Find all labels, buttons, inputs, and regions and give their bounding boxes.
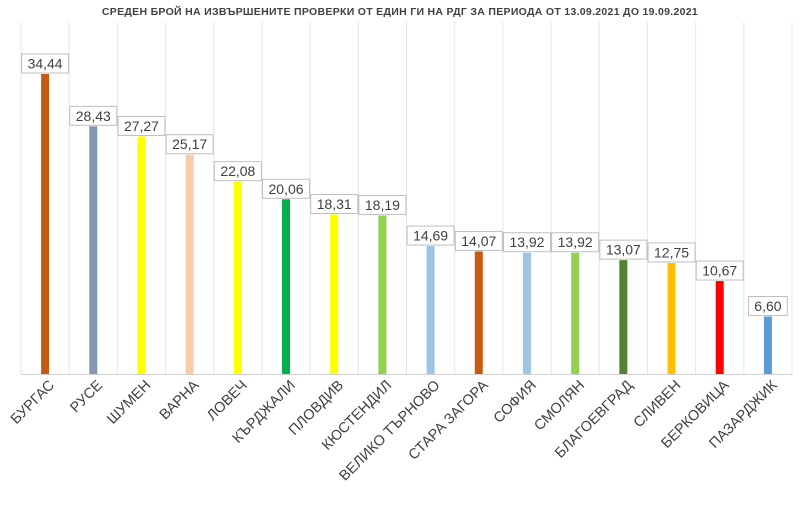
data-label: 13,92 <box>509 234 544 250</box>
data-label-box <box>117 115 166 136</box>
bar <box>667 262 676 374</box>
data-label: 27,27 <box>124 118 159 134</box>
data-label-box <box>454 230 503 251</box>
data-label: 13,07 <box>606 242 641 258</box>
bar <box>378 215 387 374</box>
category-label: РУСЕ <box>67 377 106 416</box>
data-label: 13,92 <box>558 234 593 250</box>
bar <box>763 316 772 374</box>
data-label: 14,07 <box>461 233 496 249</box>
bar <box>715 281 724 374</box>
data-label: 6,60 <box>754 298 781 314</box>
data-label-box <box>213 161 262 182</box>
bar <box>522 252 531 374</box>
data-label-box <box>748 296 788 317</box>
data-label: 14,69 <box>413 228 448 244</box>
data-label: 18,31 <box>317 196 352 212</box>
category-label: БУРГАС <box>8 378 58 428</box>
data-label-box <box>551 232 600 253</box>
data-label: 20,06 <box>269 181 304 197</box>
category-label: ВАРНА <box>157 377 203 423</box>
data-label-box <box>262 178 311 199</box>
category-label: СОФИЯ <box>491 378 540 427</box>
data-label: 25,17 <box>172 136 207 152</box>
data-label: 28,43 <box>76 108 111 124</box>
bar <box>41 74 50 374</box>
data-label-box <box>69 105 118 126</box>
data-label-box <box>21 53 70 74</box>
data-label-box <box>165 134 214 155</box>
bar <box>619 260 628 374</box>
bar <box>330 214 339 374</box>
category-label: ЛОВЕЧ <box>204 378 251 425</box>
data-label-box <box>310 194 359 215</box>
bar <box>185 154 194 374</box>
chart-title: СРЕДЕН БРОЙ НА ИЗВЪРШЕНИТЕ ПРОВЕРКИ ОТ Е… <box>101 6 699 18</box>
bar <box>474 251 483 374</box>
data-label: 18,19 <box>365 197 400 213</box>
bar <box>89 126 98 374</box>
bar <box>137 136 146 374</box>
data-label-box <box>406 225 455 246</box>
data-label: 10,67 <box>702 263 737 279</box>
bar <box>571 252 580 374</box>
data-label-box <box>695 260 744 281</box>
bar <box>426 246 435 374</box>
bar <box>233 181 242 374</box>
category-label: ШУМЕН <box>104 378 154 428</box>
data-label: 12,75 <box>654 244 689 260</box>
bar <box>282 199 291 374</box>
data-label: 34,44 <box>28 56 63 72</box>
data-label-box <box>358 195 407 216</box>
data-label-box <box>599 239 648 260</box>
data-label-box <box>647 242 696 263</box>
data-label: 22,08 <box>220 163 255 179</box>
data-label-box <box>502 232 551 253</box>
